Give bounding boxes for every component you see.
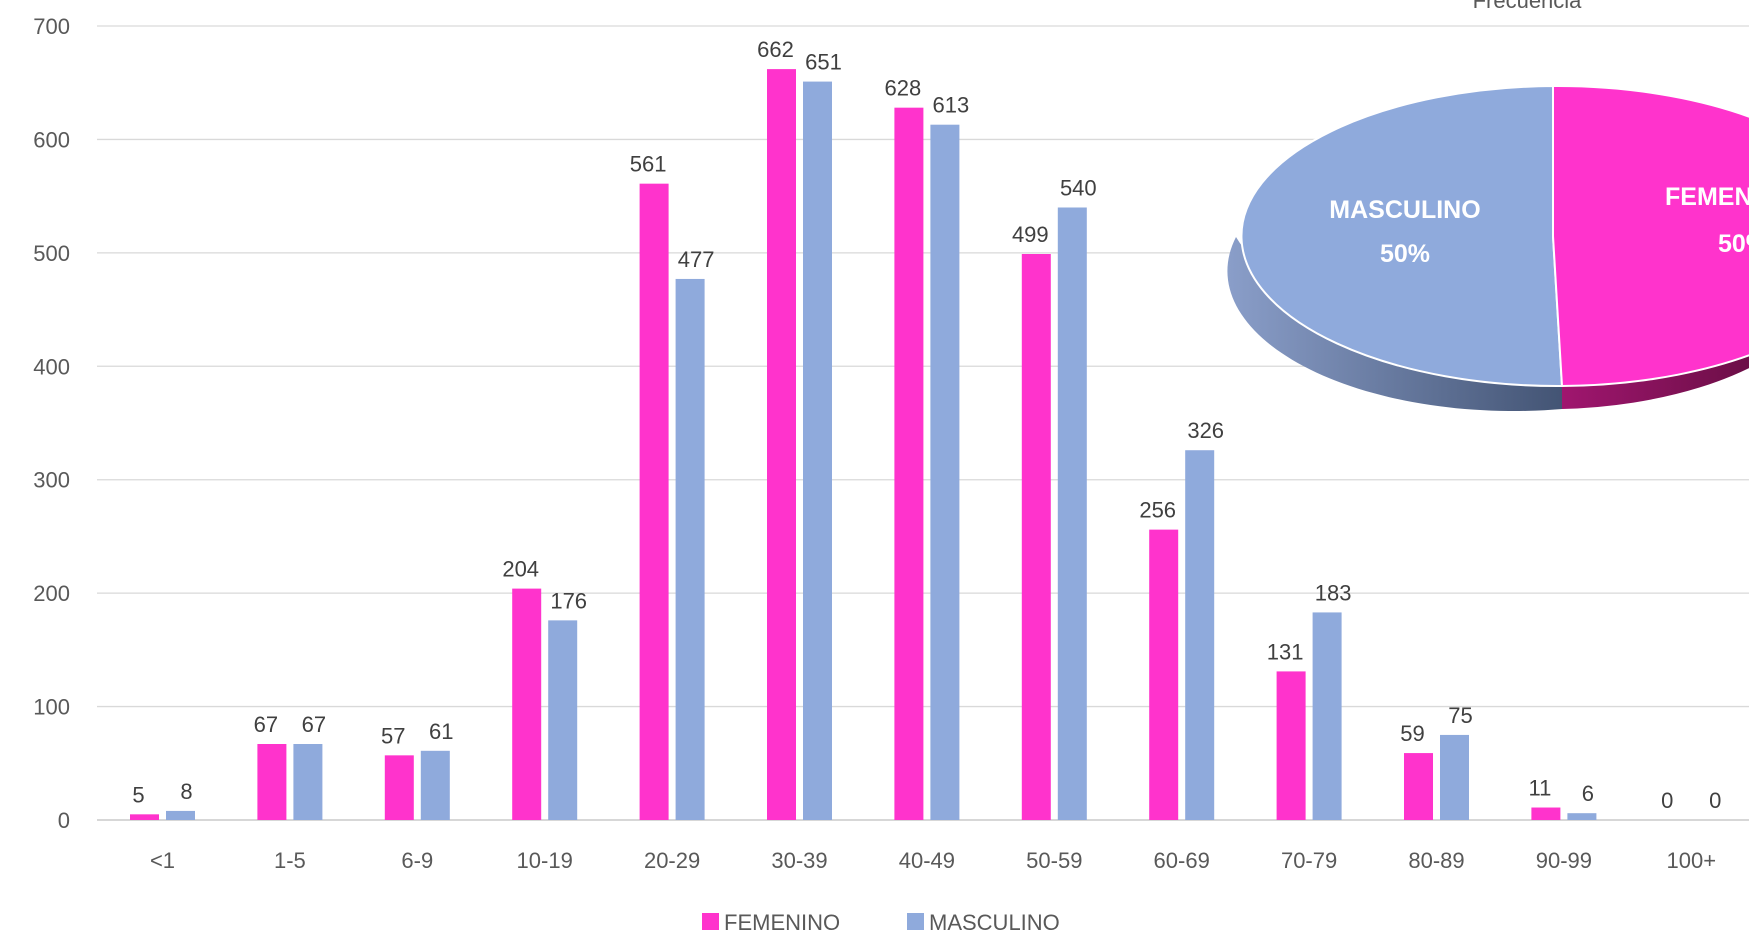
bar-femenino xyxy=(1531,807,1561,820)
data-label-femenino: 131 xyxy=(1267,639,1304,664)
data-label-masculino: 540 xyxy=(1060,175,1097,200)
data-label-masculino: 477 xyxy=(678,247,715,272)
data-label-femenino: 0 xyxy=(1661,788,1673,813)
data-label-femenino: 67 xyxy=(254,712,278,737)
x-tick-label: 10-19 xyxy=(517,848,573,873)
x-tick-label: 70-79 xyxy=(1281,848,1337,873)
y-tick-label: 0 xyxy=(58,808,70,833)
pie-title: Frecuencia xyxy=(1473,0,1583,13)
data-label-femenino: 256 xyxy=(1139,498,1176,523)
x-axis-ticks: <1 1-5 6-9 10-19 20-29 30-39 40-49 50-59 60-69 70… xyxy=(150,848,1716,873)
legend-label-masculino: MASCULINO xyxy=(929,910,1060,935)
bar-masculino xyxy=(1057,207,1087,820)
bar-masculino xyxy=(1185,450,1215,820)
data-label-masculino: 8 xyxy=(180,779,192,804)
data-label-femenino: 57 xyxy=(381,723,405,748)
data-label-femenino: 662 xyxy=(757,37,794,62)
data-label-femenino: 59 xyxy=(1400,721,1424,746)
legend: FEMENINO MASCULINO xyxy=(702,910,1060,935)
pie-slice-masculino xyxy=(1240,84,1564,388)
x-tick-label: 90-99 xyxy=(1536,848,1592,873)
x-tick-label: 100+ xyxy=(1667,848,1717,873)
y-tick-label: 400 xyxy=(33,354,70,379)
data-label-masculino: 0 xyxy=(1709,788,1721,813)
x-tick-label: 60-69 xyxy=(1154,848,1210,873)
legend-label-femenino: FEMENINO xyxy=(724,910,840,935)
data-label-masculino: 183 xyxy=(1315,580,1352,605)
data-label-masculino: 61 xyxy=(429,719,453,744)
pie-label-masculino-pct: 50% xyxy=(1380,240,1430,268)
bar-femenino xyxy=(767,69,796,821)
bar-data-labels: 5 8 67 67 57 61 204 176 561 477 662 651 628 613 499 540… xyxy=(132,37,1721,813)
x-tick-label: <1 xyxy=(150,848,175,873)
data-label-masculino: 75 xyxy=(1448,703,1472,728)
data-label-femenino: 204 xyxy=(502,557,539,582)
x-tick-label: 20-29 xyxy=(644,848,700,873)
bar-masculino xyxy=(1440,734,1469,820)
bar-femenino xyxy=(512,588,542,820)
bar-femenino xyxy=(639,183,669,820)
pie-slice-femenino xyxy=(1552,84,1749,388)
data-label-masculino: 326 xyxy=(1187,418,1224,443)
bar-femenino xyxy=(384,755,414,820)
y-tick-label: 600 xyxy=(33,127,70,152)
bar-masculino xyxy=(803,81,832,820)
legend-swatch-masculino xyxy=(907,913,924,930)
x-tick-label: 40-49 xyxy=(899,848,955,873)
x-tick-label: 80-89 xyxy=(1408,848,1464,873)
bar-masculino xyxy=(1312,612,1342,820)
legend-swatch-femenino xyxy=(702,913,719,930)
y-tick-label: 700 xyxy=(33,14,70,39)
bar-femenino xyxy=(1021,253,1051,820)
bar-masculino xyxy=(166,810,195,820)
x-tick-label: 1-5 xyxy=(274,848,306,873)
data-label-femenino: 11 xyxy=(1528,776,1551,801)
pie-chart: Frecuencia MASCULINO 50% FEMENINO 50% xyxy=(1227,0,1749,412)
x-tick-label: 30-39 xyxy=(771,848,827,873)
bar-femenino xyxy=(1149,529,1179,820)
data-label-masculino: 613 xyxy=(933,93,970,118)
bar-masculino xyxy=(420,750,450,820)
bar-masculino xyxy=(548,620,578,820)
bar-masculino xyxy=(675,278,705,821)
data-label-masculino: 6 xyxy=(1582,781,1594,806)
data-label-femenino: 561 xyxy=(630,152,667,177)
y-tick-label: 500 xyxy=(33,241,70,266)
x-tick-label: 50-59 xyxy=(1026,848,1082,873)
pie-label-femenino-pct: 50% xyxy=(1718,230,1749,258)
data-label-masculino: 67 xyxy=(302,712,326,737)
data-label-femenino: 499 xyxy=(1012,222,1049,247)
data-label-femenino: 5 xyxy=(132,782,144,807)
pie-label-femenino-name: FEMENINO xyxy=(1665,183,1749,211)
x-tick-label: 6-9 xyxy=(401,848,433,873)
bars xyxy=(130,69,1597,821)
data-label-masculino: 651 xyxy=(805,50,842,75)
y-tick-label: 300 xyxy=(33,468,70,493)
y-tick-label: 200 xyxy=(33,581,70,606)
bar-femenino xyxy=(894,107,924,820)
bar-femenino xyxy=(1276,671,1306,820)
y-tick-label: 100 xyxy=(33,695,70,720)
bar-femenino xyxy=(1404,753,1433,820)
bar-masculino xyxy=(1567,813,1597,820)
pie-label-masculino-name: MASCULINO xyxy=(1329,196,1480,224)
data-label-masculino: 176 xyxy=(550,588,587,613)
bar-femenino xyxy=(257,744,287,820)
bar-masculino xyxy=(930,124,960,820)
bar-femenino xyxy=(130,814,159,820)
data-label-femenino: 628 xyxy=(885,76,922,101)
y-axis-ticks: 0 100 200 300 400 500 600 700 xyxy=(33,14,70,833)
bar-masculino xyxy=(293,744,323,820)
